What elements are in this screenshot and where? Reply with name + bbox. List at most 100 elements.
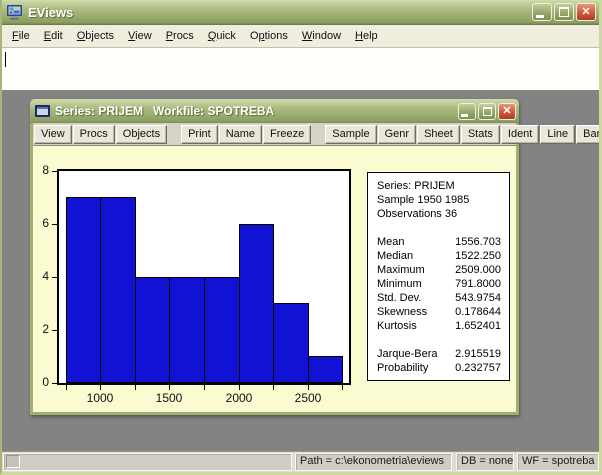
series-close-icon: ✕ <box>502 104 512 117</box>
toolbar-button-sample[interactable]: Sample <box>325 124 377 144</box>
workspace: Series: PRIJEM Workfile: SPOTREBA ✕ View… <box>2 90 599 451</box>
stats-label: Minimum <box>377 278 422 290</box>
main-window-title: EViews <box>28 4 74 20</box>
chart-area: Series: PRIJEM Sample 1950 1985 Observatio… <box>33 146 516 412</box>
y-axis-tick <box>52 224 57 225</box>
menu-item-quick[interactable]: Quick <box>207 30 236 42</box>
x-axis-tick <box>273 385 274 390</box>
x-axis-tick <box>169 385 170 390</box>
histogram-bar <box>100 197 136 383</box>
toolbar-button-freeze[interactable]: Freeze <box>263 124 312 144</box>
y-axis-label: 0 <box>42 375 49 389</box>
menu-item-objects[interactable]: Objects <box>76 30 115 42</box>
minimize-button[interactable] <box>532 3 552 21</box>
toolbar-button-objects[interactable]: Objects <box>115 124 168 144</box>
menu-item-window[interactable]: Window <box>301 30 342 42</box>
stats-value: 1522.250 <box>455 250 501 262</box>
menu-item-options[interactable]: Options <box>249 30 288 42</box>
toolbar-button-stats[interactable]: Stats <box>460 124 500 144</box>
x-axis-tick <box>100 385 101 390</box>
stats-row: Maximum 2509.000 <box>377 263 501 277</box>
x-axis-tick <box>239 385 240 390</box>
stats-row: Mean 1556.703 <box>377 235 501 249</box>
stats-value: 0.232757 <box>455 362 501 374</box>
stats-value: 1.652401 <box>455 320 501 332</box>
stats-row: Skewness 0.178644 <box>377 305 501 319</box>
series-close-button[interactable]: ✕ <box>498 102 516 120</box>
toolbar-button-line[interactable]: Line <box>540 124 576 144</box>
y-axis-label: 6 <box>42 216 49 230</box>
stats-label: Kurtosis <box>377 320 417 332</box>
stats-gap <box>377 221 501 235</box>
histogram-bar <box>169 277 205 383</box>
stats-header-line: Series: PRIJEM <box>377 180 455 192</box>
status-message-box <box>6 455 20 468</box>
series-window-title: Series: PRIJEM Workfile: SPOTREBA <box>55 104 275 118</box>
child-toolbar: View Procs Objects Print Name Freeze Sample Gen… <box>33 123 599 146</box>
status-path-field: Path = c:\ekonometria\eviews <box>295 453 452 471</box>
stats-value: 2509.000 <box>455 264 501 276</box>
menu-item-help[interactable]: Help <box>355 30 378 42</box>
x-axis-tick <box>204 385 205 390</box>
toolbar-button-print[interactable]: Print <box>181 124 218 144</box>
y-axis-tick <box>52 277 57 278</box>
stats-label: Probability <box>377 362 429 374</box>
x-axis-label: 2000 <box>225 391 253 405</box>
stats-row: Std. Dev. 543.9754 <box>377 291 501 305</box>
histogram-bar <box>308 356 343 383</box>
series-minimize-icon <box>461 113 468 117</box>
y-axis-tick <box>52 383 57 384</box>
toolbar-button-view[interactable]: View <box>34 124 72 144</box>
menu-item-edit[interactable]: Edit <box>43 30 63 42</box>
stats-row: Median 1522.250 <box>377 249 501 263</box>
stats-header-line: Observations 36 <box>377 208 458 220</box>
x-axis-label: 2500 <box>294 391 322 405</box>
stats-value: 2.915519 <box>455 348 501 360</box>
maximize-button[interactable] <box>554 3 574 21</box>
series-window: Series: PRIJEM Workfile: SPOTREBA ✕ View… <box>30 99 599 415</box>
toolbar-button-ident[interactable]: Ident <box>500 124 540 144</box>
stats-value: 0.178644 <box>455 306 501 318</box>
y-axis-tick <box>52 330 57 331</box>
stats-row: Kurtosis 1.652401 <box>377 319 501 333</box>
toolbar-button-sheet[interactable]: Sheet <box>417 124 460 144</box>
x-axis-tick <box>308 385 309 390</box>
menu-item-procs[interactable]: Procs <box>165 30 194 42</box>
close-icon: ✕ <box>581 5 591 18</box>
x-axis-label: 1000 <box>86 391 114 405</box>
stats-gap <box>377 333 501 347</box>
menu-item-view[interactable]: View <box>128 30 152 42</box>
stats-row: Jarque-Bera 2.915519 <box>377 347 501 361</box>
histogram-bar <box>239 224 274 383</box>
stats-row: Minimum 791.8000 <box>377 277 501 291</box>
toolbar-button-bar[interactable]: Bar <box>576 124 599 144</box>
stats-value: 543.9754 <box>455 292 501 304</box>
eviews-app-icon <box>7 4 22 19</box>
toolbar-button-genr[interactable]: Genr <box>377 124 417 144</box>
x-axis-tick <box>135 385 136 390</box>
close-button[interactable]: ✕ <box>576 3 596 21</box>
menu-item-file[interactable]: File <box>12 30 30 42</box>
series-maximize-button[interactable] <box>478 102 496 120</box>
series-minimize-button[interactable] <box>458 102 476 120</box>
series-window-titlebar[interactable]: Series: PRIJEM Workfile: SPOTREBA ✕ <box>30 99 519 123</box>
stats-row: Probability 0.232757 <box>377 361 501 375</box>
stats-header-line: Sample 1950 1985 <box>377 194 470 206</box>
text-cursor <box>5 52 6 67</box>
y-axis-label: 2 <box>42 322 49 336</box>
y-axis-tick <box>52 171 57 172</box>
histogram-bar <box>66 197 101 383</box>
series-maximize-icon <box>482 106 492 116</box>
x-axis-tick <box>66 385 67 390</box>
main-titlebar[interactable]: EViews ✕ <box>2 0 599 25</box>
stats-label: Skewness <box>377 306 428 318</box>
y-axis-label: 4 <box>42 269 49 283</box>
menu-bar: File Edit Objects View Procs Quick Options Wind… <box>2 25 599 47</box>
stats-label: Maximum <box>377 264 425 276</box>
toolbar-button-procs[interactable]: Procs <box>72 124 115 144</box>
toolbar-button-name[interactable]: Name <box>218 124 263 144</box>
status-db-field: DB = none <box>456 453 514 471</box>
command-window[interactable] <box>2 47 599 90</box>
stats-label: Jarque-Bera <box>377 348 438 360</box>
